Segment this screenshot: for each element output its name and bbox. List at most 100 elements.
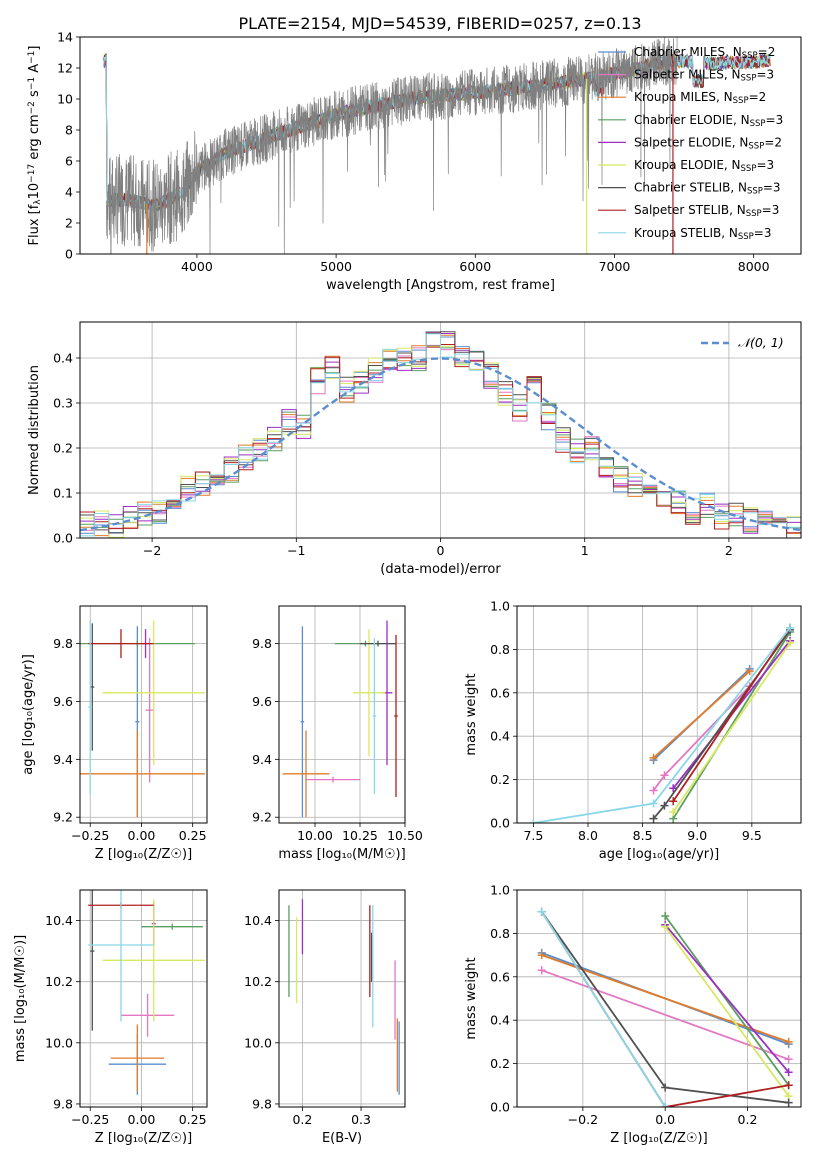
weight_vs_age-lines	[529, 623, 795, 823]
x-axis-label: Z [log₁₀(Z/Z☉)]	[95, 847, 192, 862]
series-kroupa-miles	[649, 667, 754, 762]
spectrum-axes: 4000 5000 6000 7000 8000 0 2 4 6 8 10 12 14 wavelengt…	[27, 30, 802, 293]
y-axis-label-part: −17	[27, 164, 37, 183]
series-marker	[784, 1081, 793, 1090]
x-tick-label: −0.25	[71, 828, 109, 843]
y-tick-label: 10.0	[45, 1035, 73, 1050]
legend-label-main: Kroupa ELODIE, N	[634, 158, 741, 172]
age_vs_mass-axes: 10.00 10.25 10.50 9.2 9.4 9.6 9.8 mass [log₁₀(M…	[252, 605, 423, 862]
y-tick-label: 0.2	[490, 1056, 510, 1071]
series-marker	[784, 1055, 793, 1064]
series-line	[672, 631, 791, 820]
residuals-axes: −2 −1 0 1 2 0.0 0.1 0.2 0.3 0.4 (data-model)/error…	[27, 321, 802, 577]
y-tick-label: 10	[57, 92, 73, 107]
age_vs_mass-errorbars	[282, 620, 398, 818]
x-tick-label: 10.50	[387, 828, 423, 843]
series-kroupa-stelib	[529, 623, 795, 823]
spectrum-lines	[103, 37, 771, 254]
y-tick-label: 0.4	[490, 1013, 510, 1028]
x-tick-label: 10.25	[342, 828, 378, 843]
axes-frame	[278, 889, 406, 1108]
series-marker	[649, 799, 658, 808]
series-line	[672, 627, 791, 802]
histograms	[80, 331, 801, 538]
errorbar-chabrier-miles	[300, 626, 305, 818]
x-tick-label: 6000	[459, 259, 491, 274]
legend-label-count: =2	[764, 135, 782, 149]
errorbar-kroupa-miles	[80, 730, 205, 818]
x-tick-label: 4000	[181, 259, 213, 274]
legend-label-count: =2	[758, 45, 776, 59]
series-salpeter-stelib	[669, 623, 795, 806]
series-marker	[660, 771, 669, 780]
legend-label-kroupa-stelib: Kroupa STELIB, NSSP=3	[634, 226, 772, 242]
series-line	[664, 915, 790, 1086]
legend-label-main: Salpeter MILES, N	[634, 68, 741, 82]
age_vs_Z-axes: −0.25 0.00 0.25 9.2 9.4 9.6 9.8 Z [log₁₀(Z/Z☉)]…	[21, 605, 208, 862]
x-tick-label: 8.0	[578, 828, 598, 843]
legend-label-gaussian: 𝒩(0, 1)	[738, 335, 784, 350]
legend-label-chabrier-miles: Chabrier MILES, NSSP=2	[634, 45, 775, 61]
legend-label-count: =3	[763, 181, 781, 195]
y-axis-label-part: −2	[27, 101, 37, 114]
series-line	[541, 969, 790, 1061]
series-marker	[669, 808, 678, 817]
series-marker	[661, 922, 670, 931]
y-tick-label: 2	[65, 216, 73, 231]
series-marker	[745, 667, 754, 676]
x-tick-label: 8.5	[633, 828, 653, 843]
y-tick-label: 9.6	[252, 694, 272, 709]
series-marker	[784, 1037, 793, 1046]
errorbar-salpeter-stelib	[88, 629, 154, 659]
y-axis-label-part: Flux [f	[27, 204, 42, 245]
y-tick-label: 1.0	[490, 599, 510, 614]
series-marker	[529, 819, 538, 823]
y-tick-label: 1.0	[490, 883, 510, 898]
series-chabrier-elodie	[661, 912, 793, 1090]
series-line	[664, 926, 790, 1097]
y-tick-label: 0.0	[490, 1100, 510, 1115]
y-tick-label: 9.8	[252, 636, 272, 651]
legend-label-sub: SSP	[747, 187, 763, 197]
x-tick-label: 0	[437, 543, 445, 558]
axes-frame	[79, 321, 802, 539]
legend-label-sub: SSP	[741, 164, 757, 174]
legend-label-main: Chabrier MILES, N	[634, 45, 742, 59]
x-tick-label: 0.2	[738, 1112, 758, 1127]
y-tick-label: 0.6	[490, 685, 510, 700]
y-tick-label: 10.2	[45, 974, 73, 989]
x-axis-label: mass [log₁₀(M/M☉)]	[278, 847, 405, 862]
legend-label-salpeter-miles: Salpeter MILES, NSSP=3	[634, 68, 774, 84]
series-marker	[660, 801, 669, 810]
y-axis-label: Flux [fλ10−17 erg cm−2 s−1 A−1]	[27, 46, 43, 246]
y-tick-label: 9.8	[252, 1096, 272, 1111]
weight_vs_Z-axes: −0.2 0.0 0.2 0.0 0.2 0.4 0.6 0.8 1.0 Z [log₁₀(Z/Z…	[464, 883, 802, 1146]
y-axis-label-part: −1	[27, 77, 37, 90]
y-axis-label-part: A	[27, 64, 42, 77]
y-tick-label: 0.8	[490, 926, 510, 941]
x-tick-label: 1	[581, 543, 589, 558]
weight_vs_age-axes: 7.5 8.0 8.5 9.0 9.5 0.0 0.2 0.4 0.6 0.8 1.0 age [lo…	[464, 599, 802, 862]
series-chabrier-elodie	[669, 628, 795, 823]
series-kroupa-elodie	[669, 638, 795, 817]
legend-label-count: =3	[756, 68, 774, 82]
x-axis-label: Z [log₁₀(Z/Z☉)]	[610, 1131, 707, 1146]
legend-label-sub: SSP	[738, 232, 754, 242]
x-axis-label: (data-model)/error	[380, 562, 501, 577]
errorbar-kroupa-stelib	[88, 620, 93, 795]
y-tick-label: 0.6	[490, 969, 510, 984]
age_vs_Z-errorbars	[80, 620, 205, 818]
axes-frame	[516, 605, 802, 824]
y-tick-label: 0.8	[490, 642, 510, 657]
axes-frame	[79, 889, 208, 1108]
panels: 4000 5000 6000 7000 800002468101214wavelengt…	[13, 30, 802, 1146]
series-marker	[784, 1098, 793, 1107]
series-marker	[786, 638, 795, 647]
legend-label-count: =2	[749, 90, 767, 104]
mass_vs_Z-errorbars	[88, 890, 205, 1095]
errorbar-salpeter-stelib	[394, 634, 398, 797]
series-marker	[649, 786, 658, 795]
x-tick-label: −0.2	[568, 1112, 598, 1127]
legend-label-salpeter-elodie: Salpeter ELODIE, NSSP=2	[634, 135, 782, 151]
series-marker	[537, 907, 546, 916]
